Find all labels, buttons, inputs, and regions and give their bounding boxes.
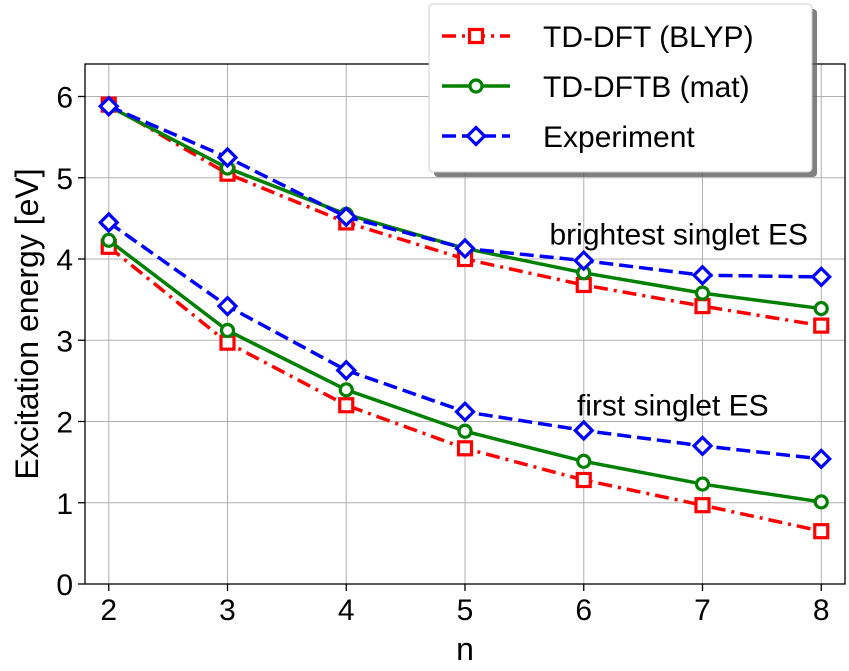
data-point-bright_dft-8 [813,317,830,334]
data-point-first_dftb-5 [457,423,473,439]
data-point-first_dft-3 [219,334,236,351]
series-first_dft [100,238,830,540]
annotation-first-singlet: first singlet ES [577,389,769,422]
y-tick-label-1: 1 [56,488,73,521]
x-axis-label: n [456,631,474,666]
annotation-brightest-singlet: brightest singlet ES [550,219,808,252]
data-point-first_dft-8 [813,523,830,540]
x-tick-label-5: 5 [457,594,474,627]
data-point-first_dftb-7 [694,476,711,492]
series-first_dftb [101,232,829,510]
legend-label-td-dftb: TD-DFTB (mat) [543,71,750,104]
legend-marker-td-dftb-mat [468,78,484,94]
data-point-bright_dftb-7 [694,285,711,301]
data-point-first_exp-2 [97,211,120,234]
data-point-first_dftb-2 [101,232,117,248]
data-point-bright_dft-7 [694,298,711,315]
data-point-first_exp-4 [335,359,358,382]
data-point-first_exp-6 [572,419,595,442]
x-tick-label-6: 6 [575,594,592,627]
y-tick-label-3: 3 [56,325,73,358]
x-tick-label-8: 8 [813,594,830,627]
x-tick-label-2: 2 [100,594,117,627]
y-tick-label-5: 5 [56,163,73,196]
x-tick-label-3: 3 [219,594,236,627]
legend-marker-experiment [465,125,487,147]
data-point-first_exp-5 [454,400,476,423]
y-tick-label-4: 4 [56,244,73,277]
data-point-bright_dft-6 [575,276,592,294]
y-axis-label: Excitation energy [eV] [9,168,45,479]
series-first_exp [97,211,833,470]
data-point-first_dft-4 [338,397,355,414]
data-point-first_dft-6 [575,471,592,489]
legend: TD-DFT (BLYP) TD-DFTB (mat) Experiment [428,3,817,177]
data-point-bright_exp-4 [335,205,358,228]
data-point-bright_dftb-8 [813,300,829,317]
x-tick-label-4: 4 [338,594,355,627]
y-tick-label-6: 6 [56,82,73,115]
data-point-first_dftb-6 [576,453,592,469]
data-point-bright_exp-7 [691,264,714,287]
x-tick-label-7: 7 [694,594,711,627]
legend-box [428,3,813,173]
data-point-bright_exp-6 [572,249,595,272]
series-layer [97,95,833,540]
data-point-first_dftb-8 [813,494,829,510]
legend-marker-td-dft-blyp [467,27,485,45]
data-point-bright_exp-5 [454,237,476,260]
data-point-bright_exp-2 [97,95,120,118]
data-point-bright_exp-8 [810,266,833,288]
data-point-first_exp-8 [810,448,833,470]
data-point-bright_exp-3 [216,146,239,169]
series-bright_exp [97,95,833,288]
data-point-first_exp-3 [216,295,239,317]
data-point-first_dft-7 [694,497,711,514]
legend-label-experiment: Experiment [543,121,695,154]
data-point-first_dftb-3 [219,322,236,339]
tick-layer: 2 3 4 5 6 7 8 0 1 2 3 4 5 6 [56,82,829,628]
y-tick-label-0: 0 [56,569,73,602]
legend-label-td-dft: TD-DFT (BLYP) [543,21,754,54]
data-point-first_dft-5 [456,440,474,457]
data-point-first_dftb-4 [338,382,354,398]
y-tick-label-2: 2 [56,407,73,440]
data-point-first_exp-7 [691,435,714,457]
